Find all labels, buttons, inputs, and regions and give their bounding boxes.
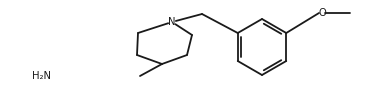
- Text: N: N: [168, 17, 176, 27]
- Text: H₂N: H₂N: [32, 71, 51, 81]
- Text: O: O: [318, 8, 326, 18]
